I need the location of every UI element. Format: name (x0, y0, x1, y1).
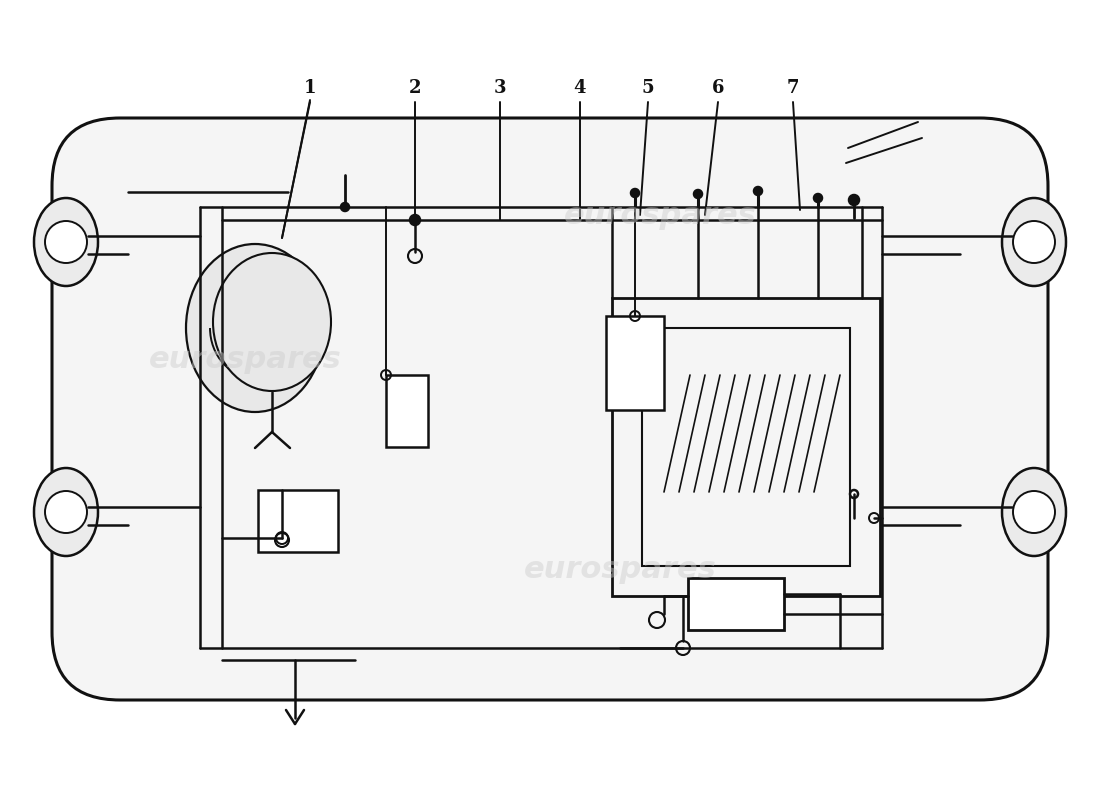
Circle shape (754, 187, 762, 195)
Bar (642, 328, 850, 566)
Circle shape (410, 215, 420, 225)
Bar (688, 578, 784, 630)
Text: 1: 1 (304, 79, 317, 97)
Circle shape (341, 203, 349, 211)
Ellipse shape (213, 253, 331, 391)
Text: 5: 5 (641, 79, 654, 97)
Bar (258, 490, 338, 552)
Circle shape (45, 491, 87, 533)
Bar (612, 298, 880, 596)
FancyBboxPatch shape (52, 118, 1048, 700)
Text: eurospares: eurospares (148, 346, 341, 374)
Circle shape (849, 195, 859, 205)
Bar (386, 375, 428, 447)
Circle shape (1013, 221, 1055, 263)
Text: eurospares: eurospares (563, 201, 757, 230)
Ellipse shape (1002, 198, 1066, 286)
Circle shape (631, 189, 639, 197)
Text: 6: 6 (712, 79, 724, 97)
Text: 2: 2 (409, 79, 421, 97)
Circle shape (850, 490, 858, 498)
Text: 3: 3 (494, 79, 506, 97)
Ellipse shape (34, 468, 98, 556)
Bar (606, 316, 664, 410)
Ellipse shape (186, 244, 324, 412)
Text: eurospares: eurospares (524, 555, 716, 585)
Text: 7: 7 (786, 79, 800, 97)
Circle shape (814, 194, 822, 202)
Circle shape (1013, 491, 1055, 533)
Circle shape (694, 190, 702, 198)
Circle shape (45, 221, 87, 263)
Ellipse shape (34, 198, 98, 286)
Ellipse shape (1002, 468, 1066, 556)
Text: 4: 4 (574, 79, 586, 97)
